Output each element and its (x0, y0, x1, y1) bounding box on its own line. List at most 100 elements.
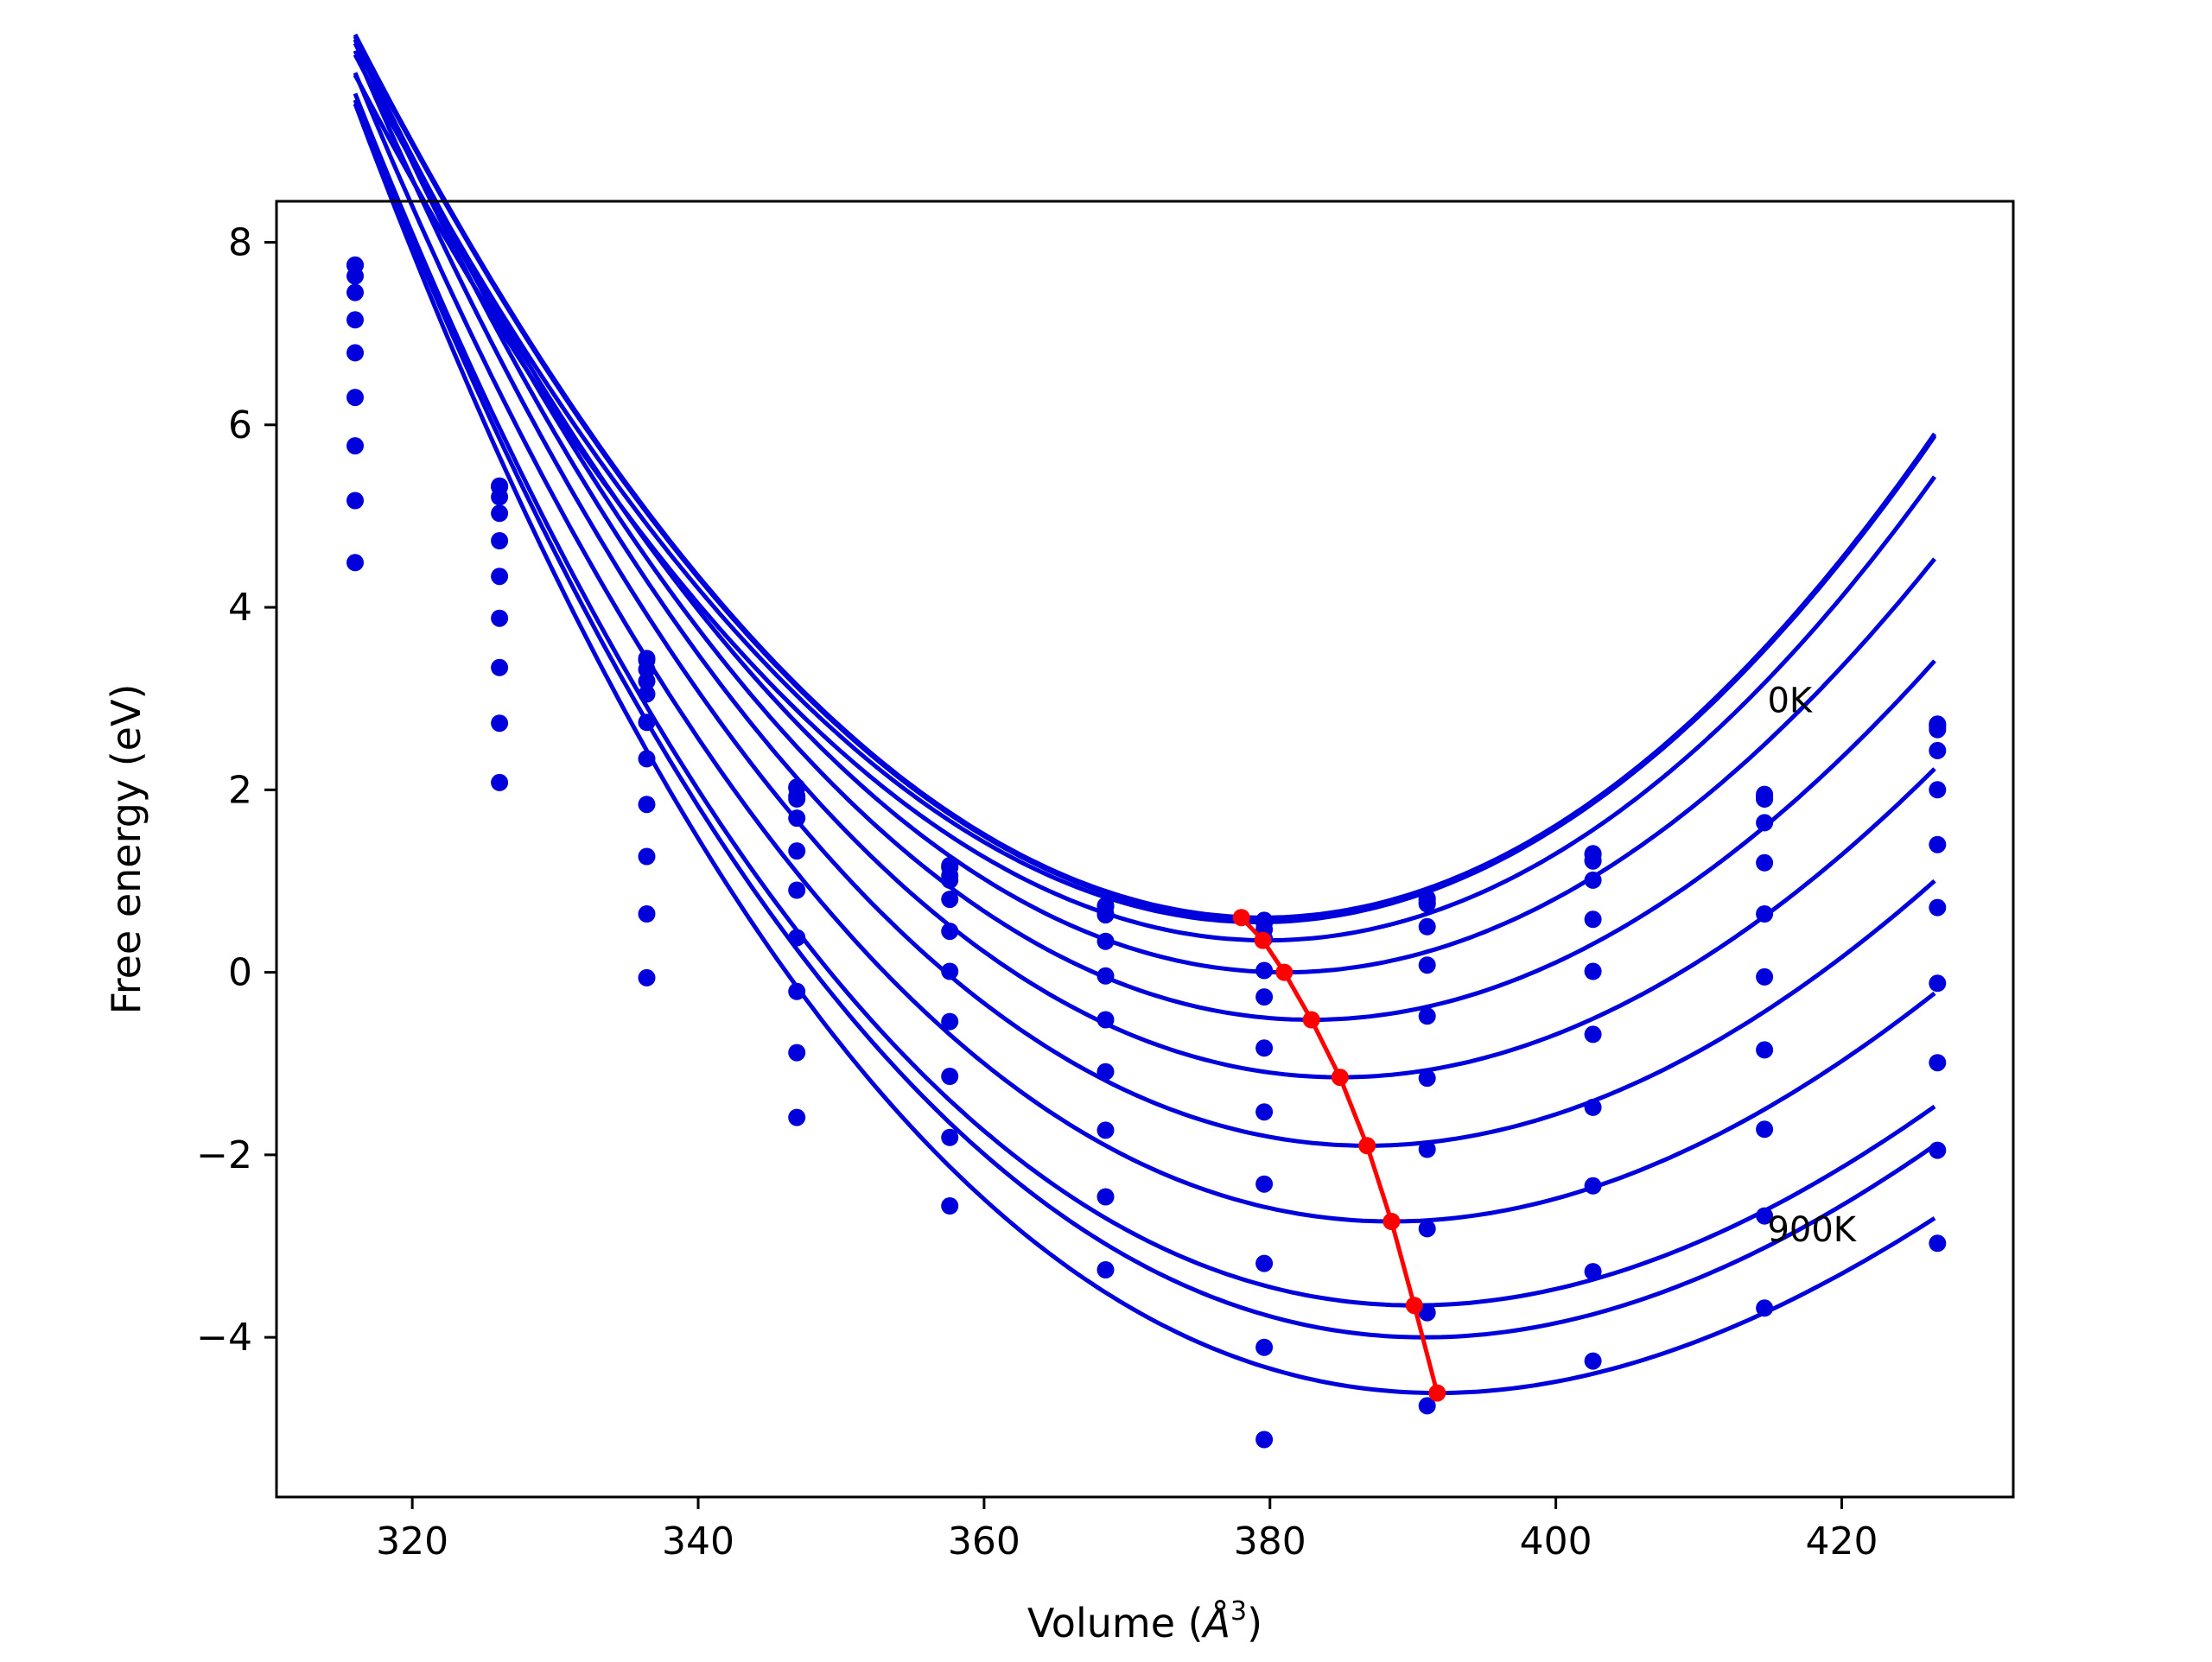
y-axis-ticks: −4 −2 0 2 4 6 8 (196, 221, 276, 1360)
data-point (1929, 1141, 1947, 1159)
x-tick-label: 360 (948, 1519, 1020, 1564)
minima-point (1358, 1137, 1376, 1155)
data-point (788, 881, 806, 899)
minima-path (1232, 909, 1446, 1402)
minima-point (1254, 931, 1272, 949)
data-point (1418, 1397, 1436, 1415)
data-point (1255, 1175, 1274, 1193)
minima-point (1382, 1213, 1401, 1230)
data-point (1096, 906, 1115, 924)
data-point (1584, 1263, 1602, 1281)
data-point (1929, 1234, 1947, 1253)
data-point (1584, 871, 1602, 889)
minima-point (1405, 1297, 1423, 1315)
data-point (1096, 1188, 1115, 1206)
fit-curve-8 (353, 49, 1936, 1148)
y-axis-label: Free energy (eV) (103, 684, 149, 1015)
data-point (346, 437, 364, 455)
data-point (346, 283, 364, 301)
data-point (638, 905, 656, 923)
data-point (491, 609, 509, 627)
data-point (346, 554, 364, 572)
minima-point (1428, 1384, 1446, 1402)
y-tick-label: −2 (196, 1133, 252, 1177)
data-point (941, 923, 959, 941)
data-point (1929, 974, 1947, 993)
data-point (346, 492, 364, 510)
data-point (1418, 894, 1436, 912)
curve-annotation: 900K (1767, 1210, 1857, 1250)
x-axis-label-sup: 3 (1230, 1596, 1247, 1627)
curve-annotation: 0K (1767, 682, 1813, 721)
data-point (491, 714, 509, 733)
data-point (1584, 1025, 1602, 1044)
minima-point (1275, 963, 1294, 981)
fit-curve-7 (353, 38, 1936, 1080)
x-axis-label-text: Volume ( (1027, 1600, 1204, 1646)
data-point (1756, 1120, 1774, 1139)
minima-point (1232, 909, 1250, 927)
y-tick-label: 0 (228, 951, 252, 995)
data-point (1756, 1299, 1774, 1317)
curve-annotations: 0K 900K (1767, 682, 1857, 1251)
data-point (1255, 988, 1274, 1006)
data-point (941, 1068, 959, 1085)
data-point (638, 685, 656, 703)
x-tick-label: 380 (1234, 1519, 1306, 1564)
data-point (1255, 961, 1274, 980)
data-point (1584, 1098, 1602, 1116)
y-tick-label: 4 (228, 586, 252, 630)
data-point (638, 714, 656, 732)
x-tick-label: 340 (662, 1519, 734, 1564)
data-point (1255, 1254, 1274, 1272)
data-point (491, 532, 509, 549)
data-point (1756, 1041, 1774, 1059)
data-point (1418, 1069, 1436, 1088)
minima-point (1302, 1011, 1320, 1029)
data-point (1418, 1140, 1436, 1158)
data-point (941, 962, 959, 980)
data-point (1756, 853, 1774, 872)
y-tick-label: 8 (228, 221, 252, 265)
data-point (1929, 835, 1947, 853)
data-points (346, 256, 1947, 1449)
fit-curves (353, 33, 1937, 1396)
data-point (1255, 1103, 1274, 1121)
fit-curve-6 (353, 38, 1936, 1022)
data-point (1096, 1063, 1115, 1081)
data-point (941, 871, 959, 889)
fit-curve-5 (353, 41, 1936, 975)
data-point (346, 389, 364, 407)
data-point (491, 568, 509, 586)
data-point (788, 1108, 806, 1126)
data-point (1584, 1177, 1602, 1195)
x-axis-label: Volume (Å3) (1027, 1596, 1262, 1646)
fit-curve-3 (353, 54, 1937, 924)
data-point (491, 504, 509, 523)
data-point (788, 929, 806, 947)
data-point (638, 968, 656, 986)
data-point (1255, 1039, 1274, 1057)
data-point (1929, 898, 1947, 917)
data-point (638, 847, 656, 866)
data-point (941, 1012, 959, 1031)
y-tick-label: 6 (228, 403, 252, 447)
data-point (1929, 718, 1947, 736)
data-point (1584, 1352, 1602, 1370)
fit-curve-10 (353, 92, 1936, 1308)
data-point (1756, 1207, 1774, 1225)
data-point (941, 891, 959, 909)
data-point (1756, 905, 1774, 923)
data-point (1584, 962, 1602, 980)
data-point (1255, 1338, 1274, 1356)
fit-curve-12 (353, 103, 1936, 1396)
fit-curve-11 (353, 98, 1936, 1340)
x-axis-label-unit: Å (1201, 1600, 1230, 1646)
data-point (491, 773, 509, 791)
data-point (1096, 1011, 1115, 1029)
minima-point (1331, 1069, 1349, 1087)
y-tick-label: −4 (196, 1316, 252, 1360)
x-axis-ticks: 320 340 360 380 400 420 (376, 1497, 1878, 1564)
